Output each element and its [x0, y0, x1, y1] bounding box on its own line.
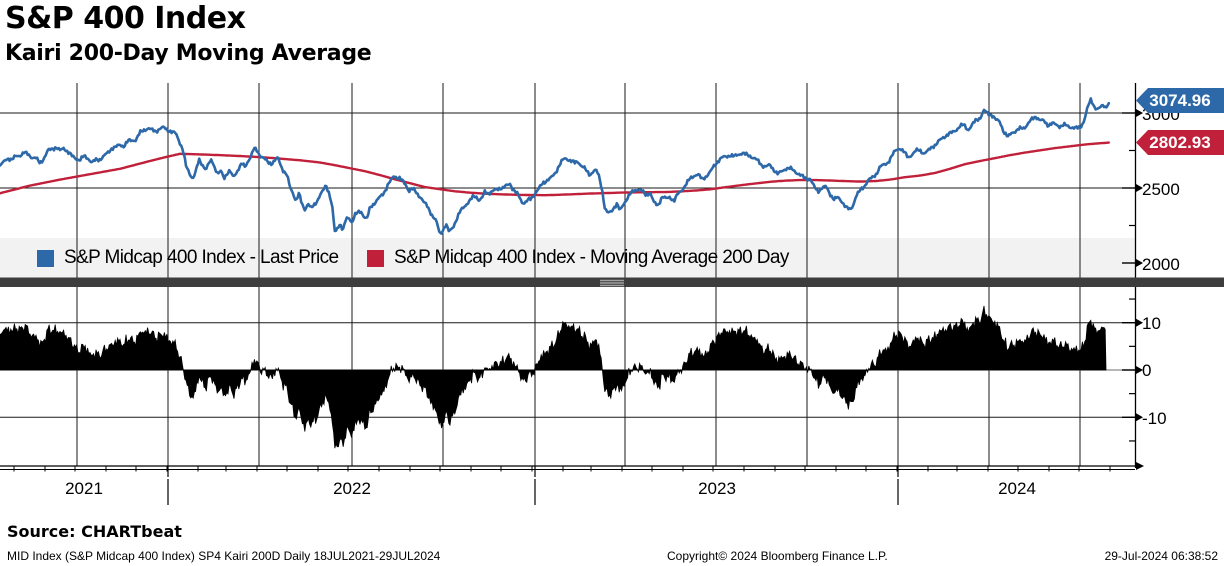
- legend-item-moving-average: S&P Midcap 400 Index - Moving Average 20…: [367, 247, 789, 269]
- last-price-line: [0, 97, 1111, 235]
- axis-tick-arrow: [1136, 413, 1143, 422]
- y-axis-label-2500: 2500: [1142, 180, 1180, 199]
- source-label: Source: CHARTbeat: [7, 522, 182, 541]
- last-price-legend-swatch: [37, 249, 54, 267]
- x-axis-label-2021: 2021: [65, 479, 103, 498]
- kairi-histogram: [0, 305, 1107, 449]
- y-axis-label-10: 10: [1142, 314, 1161, 333]
- footer-security-info: MID Index (S&P Midcap 400 Index) SP4 Kai…: [7, 549, 441, 563]
- moving-average-value: 2802.93: [1149, 132, 1211, 152]
- y-axis-label-neg10: -10: [1142, 409, 1167, 428]
- moving-average-legend-swatch: [367, 249, 384, 267]
- last-price-flag: 3074.96: [1136, 88, 1224, 113]
- x-axis-arrow: [1136, 462, 1144, 470]
- legend-band: [0, 238, 1135, 278]
- last-price-legend-label: S&P Midcap 400 Index - Last Price: [64, 247, 339, 268]
- axis-tick-arrow: [1136, 366, 1143, 374]
- legend-item-last-price: S&P Midcap 400 Index - Last Price: [37, 247, 339, 269]
- page-subtitle: Kairi 200-Day Moving Average: [5, 41, 372, 66]
- kairi-plot-area[interactable]: [0, 287, 1135, 466]
- axis-tick-arrow: [1136, 184, 1143, 192]
- last-price-value: 3074.96: [1149, 90, 1211, 110]
- y-axis-label-0: 0: [1142, 361, 1152, 380]
- axis-tick-arrow: [1136, 259, 1143, 267]
- axis-tick-arrow: [1136, 318, 1143, 327]
- x-axis-label-2022: 2022: [333, 479, 371, 498]
- y-axis-label-2000: 2000: [1142, 255, 1180, 274]
- moving-average-legend-label: S&P Midcap 400 Index - Moving Average 20…: [394, 247, 789, 268]
- x-axis-label-2023: 2023: [698, 479, 736, 498]
- footer-timestamp: 29-Jul-2024 06:38:52: [1104, 549, 1218, 563]
- panel-divider: [0, 277, 1224, 287]
- footer-copyright: Copyright© 2024 Bloomberg Finance L.P.: [667, 549, 888, 563]
- axis-tick-arrow: [1136, 109, 1143, 117]
- x-axis-label-2024: 2024: [998, 479, 1036, 498]
- page-title: S&P 400 Index: [5, 1, 246, 36]
- moving-average-flag: 2802.93: [1136, 130, 1224, 155]
